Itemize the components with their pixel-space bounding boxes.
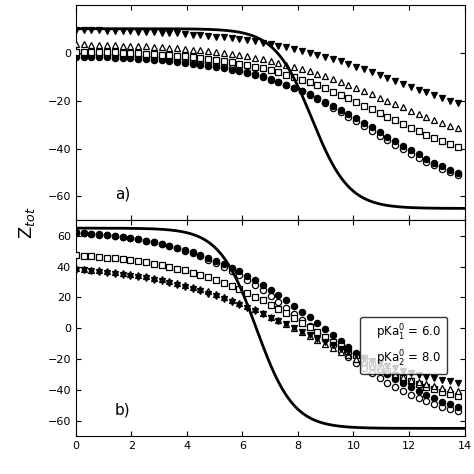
Text: a): a): [115, 187, 130, 202]
Legend: pKa$_1^0$ = 6.0, pKa$_2^0$ = 8.0: pKa$_1^0$ = 6.0, pKa$_2^0$ = 8.0: [361, 317, 447, 374]
Text: Z$_{tot}$: Z$_{tot}$: [17, 207, 36, 239]
Text: b): b): [115, 402, 130, 418]
